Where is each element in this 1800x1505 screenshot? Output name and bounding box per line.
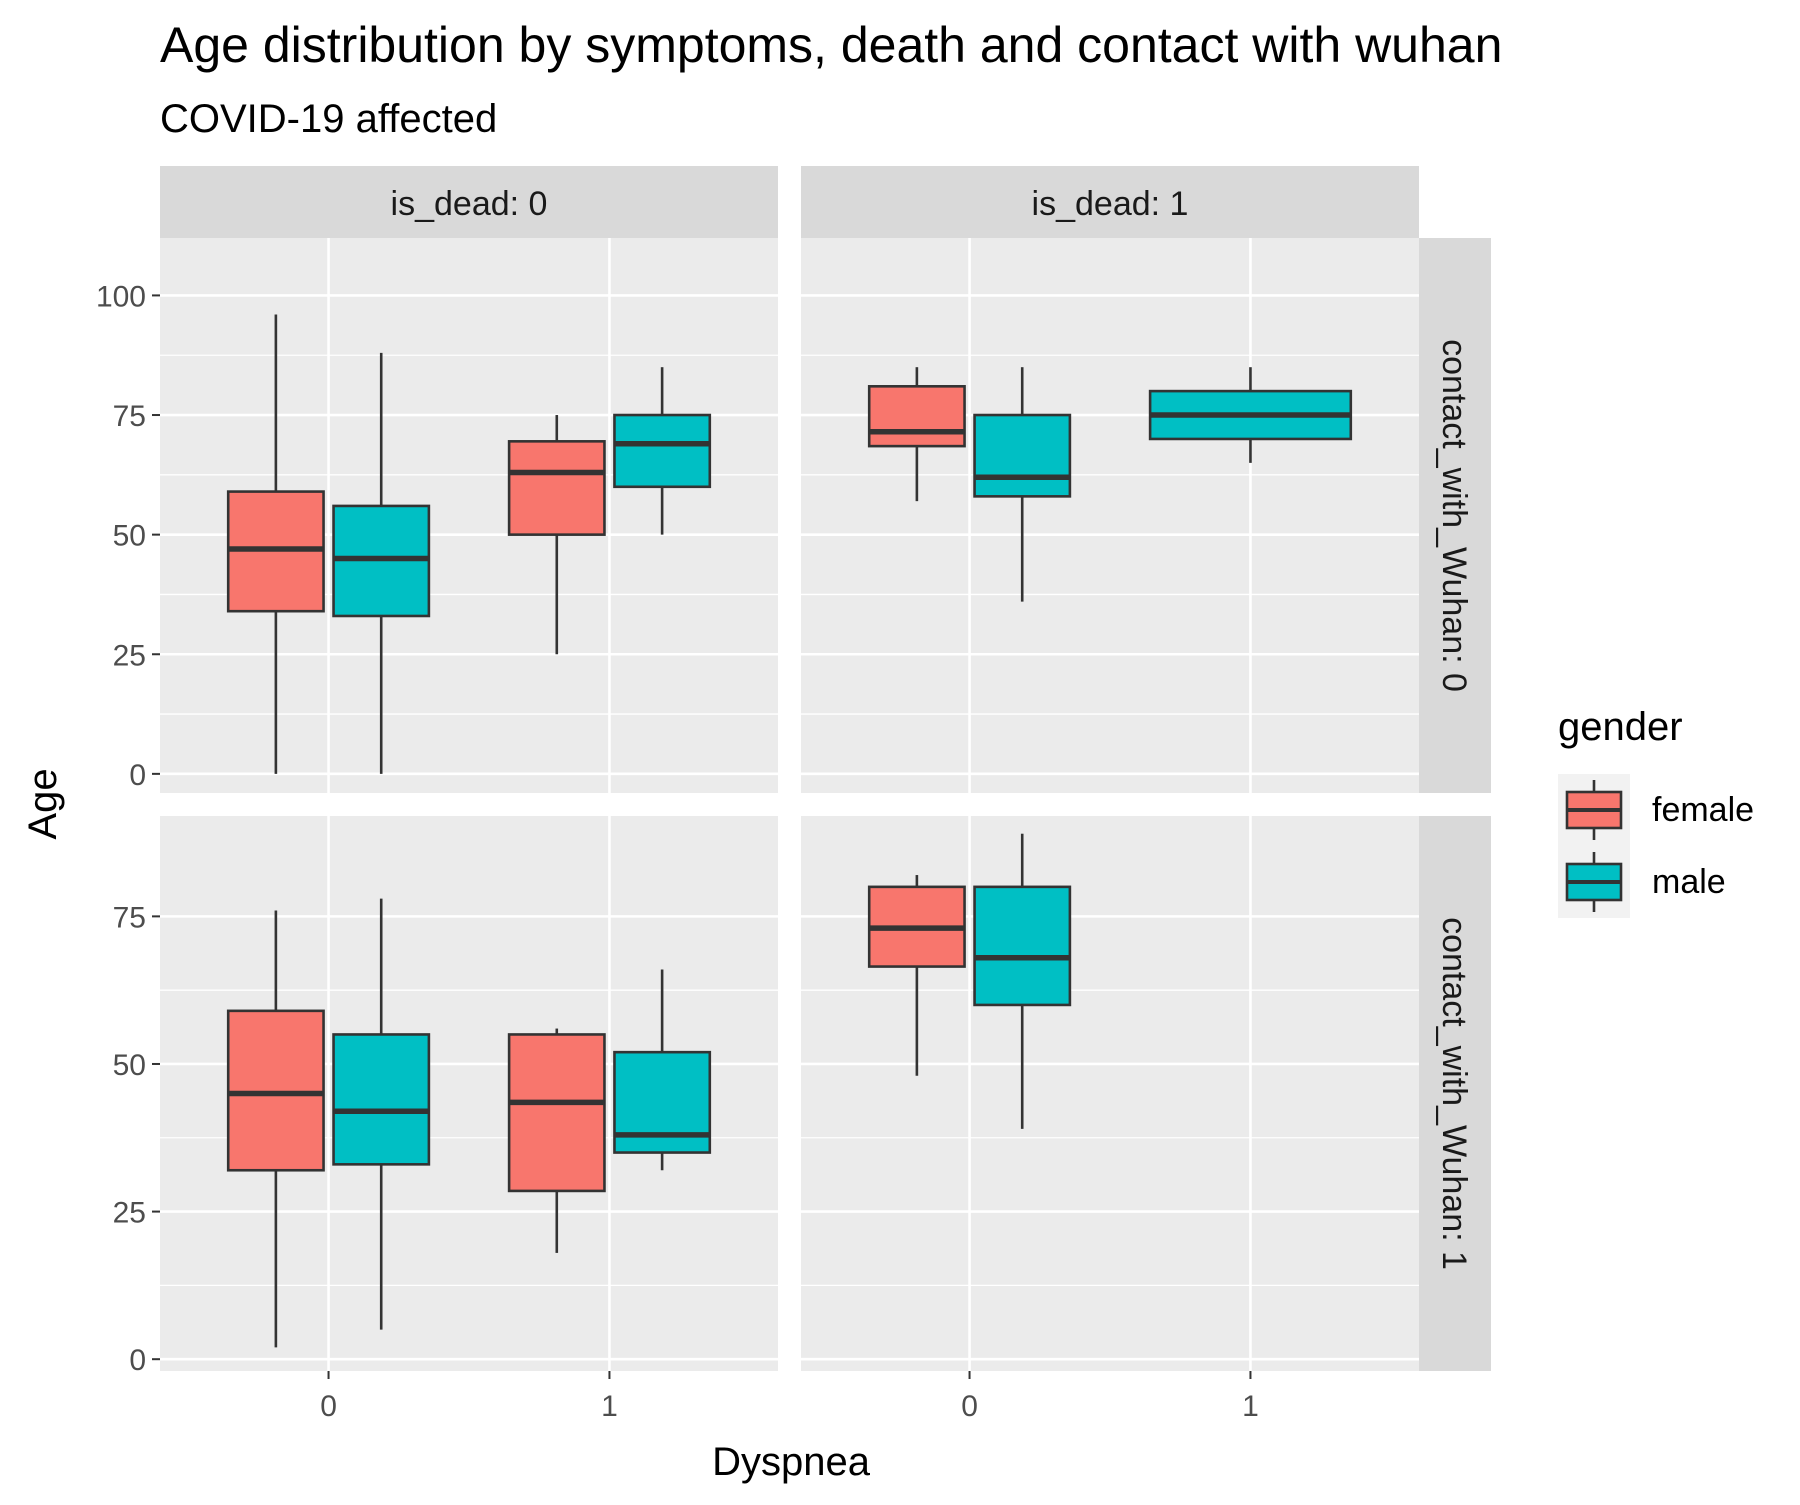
box-male: [1148, 367, 1353, 463]
box-female: [867, 367, 966, 502]
box-female: [867, 875, 966, 1076]
box-iqr: [973, 413, 1072, 498]
box-iqr: [507, 440, 606, 536]
y-tick-label: 0: [129, 759, 146, 792]
box-iqr: [226, 1009, 325, 1172]
box-iqr: [973, 885, 1072, 1007]
box-male: [973, 833, 1072, 1129]
y-tick-label: 50: [113, 520, 146, 553]
box-female: [226, 910, 325, 1348]
chart-title: Age distribution by symptoms, death and …: [160, 17, 1502, 73]
box-iqr: [507, 1033, 606, 1193]
x-tick-label: 0: [961, 1390, 978, 1423]
box-male: [613, 367, 712, 535]
y-tick-label: 25: [113, 639, 146, 672]
y-tick-label: 100: [96, 280, 146, 313]
box-male: [332, 352, 431, 774]
panel-background: [801, 238, 1419, 793]
facet-strip-row: [1419, 238, 1491, 793]
box-iqr: [867, 385, 966, 448]
facet-strip-col: [801, 166, 1419, 238]
legend-item-female: female: [1558, 774, 1754, 846]
box-iqr: [332, 1033, 431, 1166]
y-tick-label: 0: [129, 1344, 146, 1377]
y-tick-label: 75: [113, 901, 146, 934]
legend-item-male: male: [1558, 846, 1726, 918]
box-male: [332, 898, 431, 1330]
box-iqr: [613, 413, 712, 489]
box-female: [226, 314, 325, 774]
box-male: [973, 367, 1072, 602]
y-axis-title: Age: [21, 768, 65, 839]
legend-label: male: [1652, 863, 1726, 901]
x-tick-label: 0: [320, 1390, 337, 1423]
facet-strip-col: [160, 166, 778, 238]
legend: gender female male: [1558, 705, 1754, 918]
facet-strip-row-label: contact_with_Wuhan: 0: [1435, 339, 1473, 692]
legend-title: gender: [1558, 705, 1683, 749]
chart-subtitle: COVID-19 affected: [160, 97, 497, 141]
facet-strip-col-label: is_dead: 0: [391, 185, 548, 223]
y-tick-label: 25: [113, 1197, 146, 1230]
box-male: [613, 969, 712, 1171]
x-tick-label: 1: [1242, 1390, 1259, 1423]
y-tick-label: 50: [113, 1049, 146, 1082]
legend-label: female: [1652, 791, 1754, 829]
x-axis-title: Dyspnea: [712, 1440, 871, 1484]
facet-strip-row-label: contact_with_Wuhan: 1: [1435, 917, 1473, 1270]
box-female: [507, 415, 606, 655]
facet-strip-row: [1419, 816, 1491, 1371]
facet-strip-col-label: is_dead: 1: [1032, 185, 1189, 223]
panels-layer: is_dead: 0 is_dead: 1 contact_with_Wuhan: …: [96, 166, 1491, 1423]
x-tick-label: 1: [601, 1390, 618, 1423]
box-female: [507, 1028, 606, 1253]
y-tick-label: 75: [113, 400, 146, 433]
